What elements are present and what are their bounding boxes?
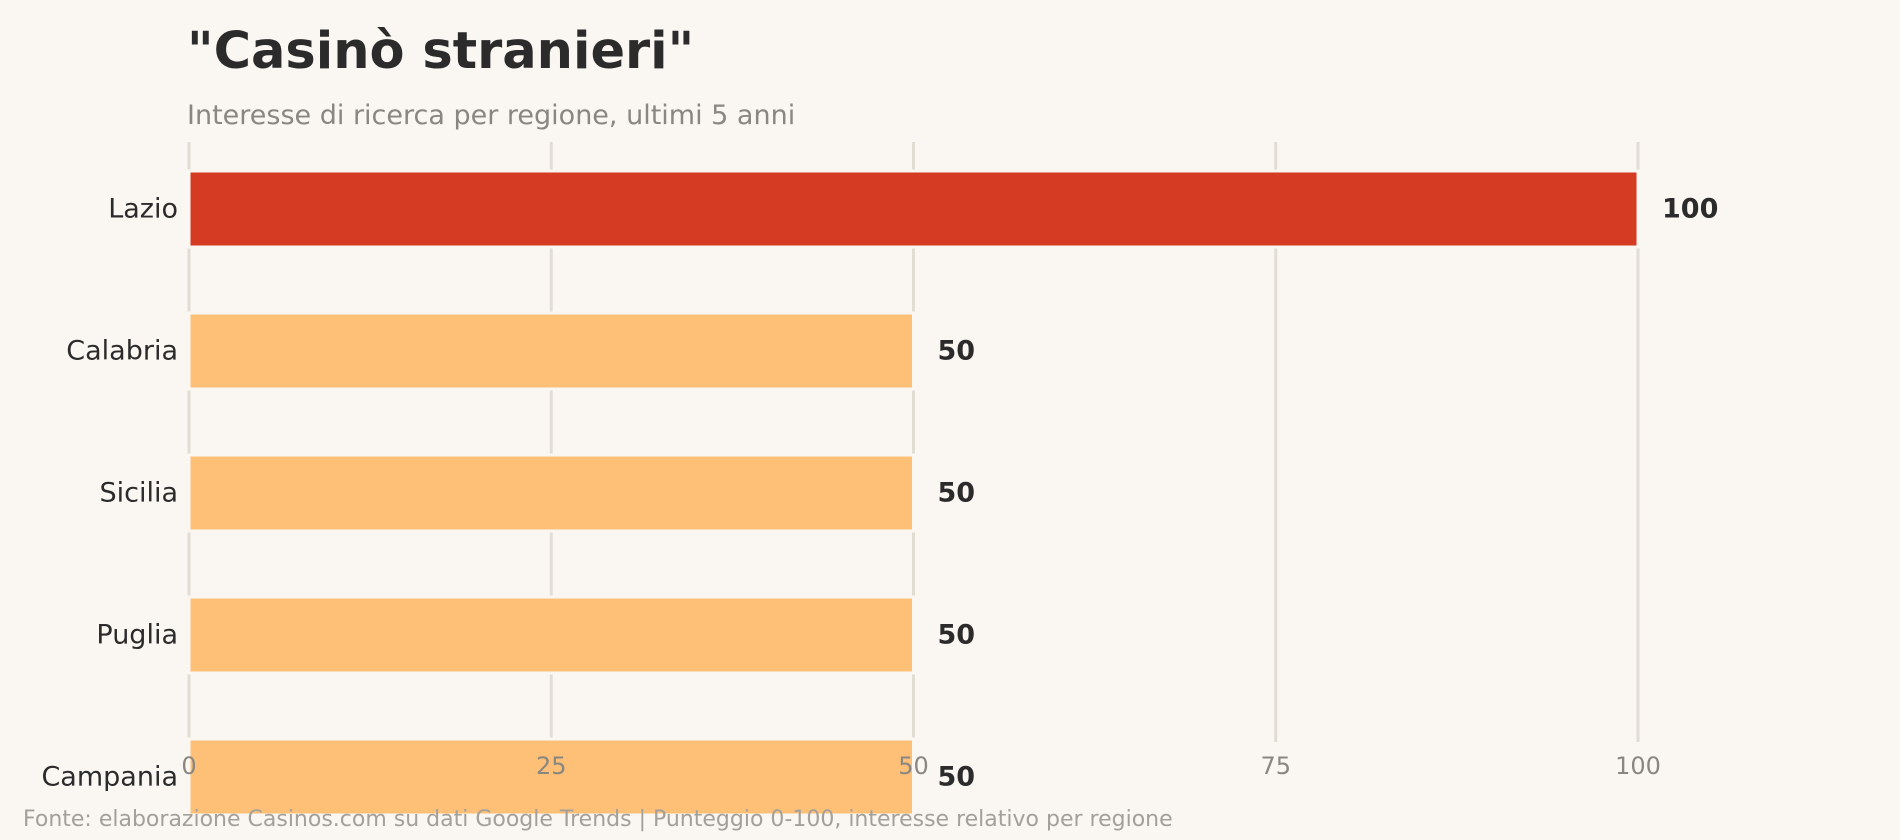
x-tick-label-25: 25 xyxy=(536,752,567,780)
x-tick-label-75: 75 xyxy=(1260,752,1291,780)
value-label-sicilia: 50 xyxy=(938,478,976,509)
x-tick-label-0: 0 xyxy=(181,752,196,780)
chart-title: "Casinò stranieri" xyxy=(187,22,695,81)
value-label-puglia: 50 xyxy=(938,620,976,651)
category-label-campania: Campania xyxy=(41,762,178,793)
bar-campania xyxy=(187,737,915,817)
category-label-lazio: Lazio xyxy=(108,194,178,225)
bar-sicilia xyxy=(187,453,915,533)
x-tick-label-100: 100 xyxy=(1615,752,1661,780)
value-label-lazio: 100 xyxy=(1662,194,1718,225)
category-label-puglia: Puglia xyxy=(96,620,178,651)
category-label-calabria: Calabria xyxy=(66,336,178,367)
bar-lazio xyxy=(187,169,1640,249)
chart-footer: Fonte: elaborazione Casinos.com su dati … xyxy=(23,807,1173,832)
value-label-campania: 50 xyxy=(938,762,976,793)
x-tick-label-50: 50 xyxy=(898,752,929,780)
bar-calabria xyxy=(187,311,915,391)
bar-puglia xyxy=(187,595,915,675)
chart-subtitle: Interesse di ricerca per regione, ultimi… xyxy=(187,100,796,131)
category-label-sicilia: Sicilia xyxy=(99,478,178,509)
value-label-calabria: 50 xyxy=(938,336,976,367)
